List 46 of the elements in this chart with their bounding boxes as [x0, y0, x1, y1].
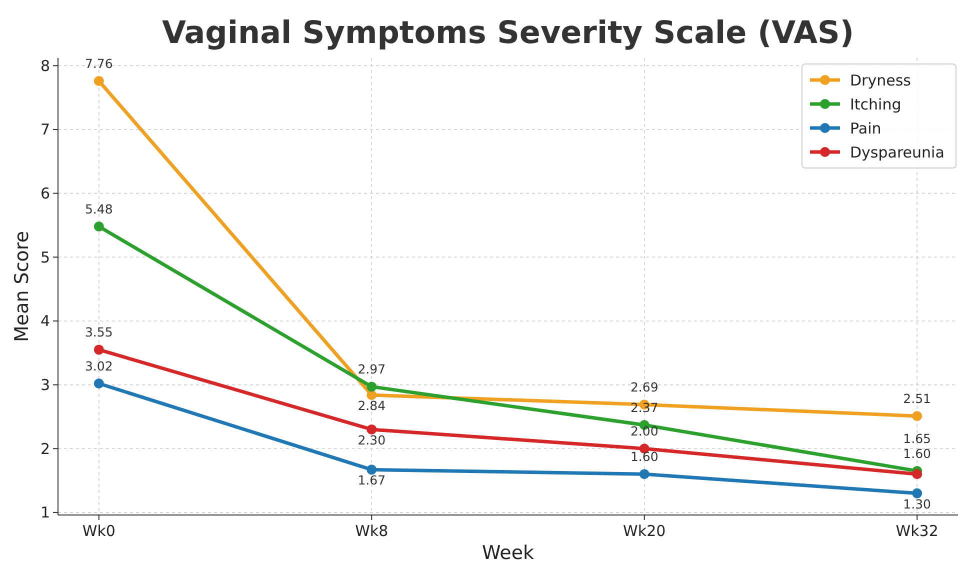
- data-label: 1.60: [630, 449, 658, 464]
- y-tick-label: 5: [40, 248, 50, 266]
- y-tick-label: 1: [40, 504, 50, 522]
- point: [639, 469, 650, 480]
- data-label: 2.30: [358, 432, 386, 448]
- data-label: 2.69: [630, 380, 658, 395]
- data-label: 2.00: [630, 424, 658, 439]
- point: [94, 344, 104, 355]
- point: [366, 382, 377, 392]
- data-label: 3.02: [84, 358, 113, 374]
- point: [366, 464, 377, 475]
- legend-label: Dryness: [850, 71, 912, 90]
- y-axis-title: Mean Score: [11, 230, 33, 342]
- legend-label: Itching: [850, 95, 902, 114]
- chart-title: Vaginal Symptoms Severity Scale (VAS): [162, 15, 854, 51]
- point: [912, 469, 922, 480]
- y-tick-label: 7: [40, 120, 50, 139]
- point: [366, 424, 377, 434]
- x-tick-label: Wk32: [896, 522, 938, 540]
- point: [94, 378, 104, 389]
- x-tick-label: Wk8: [355, 522, 388, 540]
- y-tick-label: 4: [40, 312, 50, 330]
- point: [94, 76, 104, 86]
- point: [912, 411, 922, 422]
- data-label: 1.67: [358, 472, 386, 488]
- y-tick-label: 3: [40, 376, 50, 394]
- x-axis-title: Week: [482, 542, 534, 563]
- data-label: 1.60: [903, 446, 932, 461]
- data-label: 1.65: [903, 430, 932, 446]
- data-label: 2.84: [358, 398, 386, 414]
- data-label: 5.48: [84, 202, 113, 217]
- data-label: 2.97: [358, 362, 386, 377]
- data-label: 1.30: [903, 496, 932, 512]
- legend-label: Dyspareunia: [850, 143, 944, 162]
- data-label: 3.55: [84, 324, 113, 340]
- point: [94, 222, 104, 232]
- y-tick-label: 8: [40, 56, 50, 75]
- data-label: 7.76: [84, 56, 113, 71]
- y-tick-label: 2: [40, 440, 50, 458]
- x-tick-label: Wk0: [82, 522, 116, 540]
- y-tick-label: 6: [40, 184, 50, 203]
- legend-label: Pain: [850, 119, 882, 138]
- x-tick-label: Wk20: [623, 522, 666, 540]
- point: [912, 488, 922, 498]
- data-label: 2.51: [903, 391, 932, 406]
- point: [366, 390, 377, 400]
